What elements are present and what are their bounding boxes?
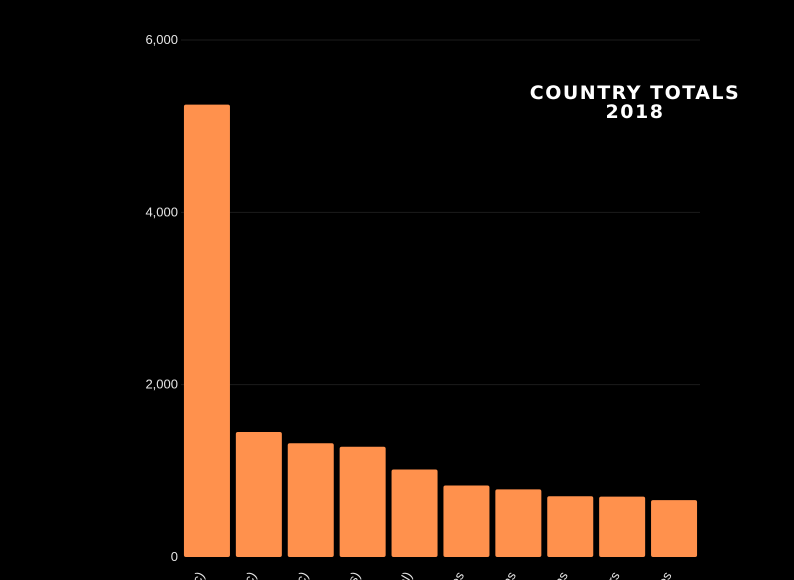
x-tick-label: ans <box>547 569 571 580</box>
x-axis: tic) rtic) stic) ss) ntal) ces ons ans ers ces <box>186 569 675 580</box>
grid-layer <box>181 39 700 386</box>
bar <box>651 500 698 557</box>
y-tick-label: 6,000 <box>145 32 178 47</box>
bar-layer <box>183 104 698 557</box>
bar <box>235 432 282 557</box>
bar <box>287 443 334 557</box>
bar <box>443 485 490 557</box>
y-tick-label: 4,000 <box>145 204 178 219</box>
x-tick-label: ntal) <box>390 569 416 580</box>
bar <box>339 446 386 557</box>
x-tick-label: ces <box>444 569 467 580</box>
y-tick-label: 0 <box>171 549 178 564</box>
x-tick-label: ces <box>652 569 675 580</box>
x-tick-label: ons <box>495 569 519 580</box>
y-tick-label: 2,000 <box>145 377 178 392</box>
chart-title-line-2: 2018 <box>606 101 665 123</box>
x-tick-label: stic) <box>286 569 311 580</box>
x-tick-label: ers <box>601 569 623 580</box>
bar <box>183 104 230 557</box>
y-axis: 0 2,000 4,000 6,000 <box>145 32 178 564</box>
bar <box>547 496 594 557</box>
bar <box>495 489 542 557</box>
bar <box>599 496 646 557</box>
x-tick-label: rtic) <box>236 569 260 580</box>
chart-title-line-1: COUNTRY TOTALS <box>530 82 740 104</box>
bar <box>391 469 438 557</box>
x-tick-label: ss) <box>342 569 364 580</box>
x-tick-label: tic) <box>186 569 208 580</box>
